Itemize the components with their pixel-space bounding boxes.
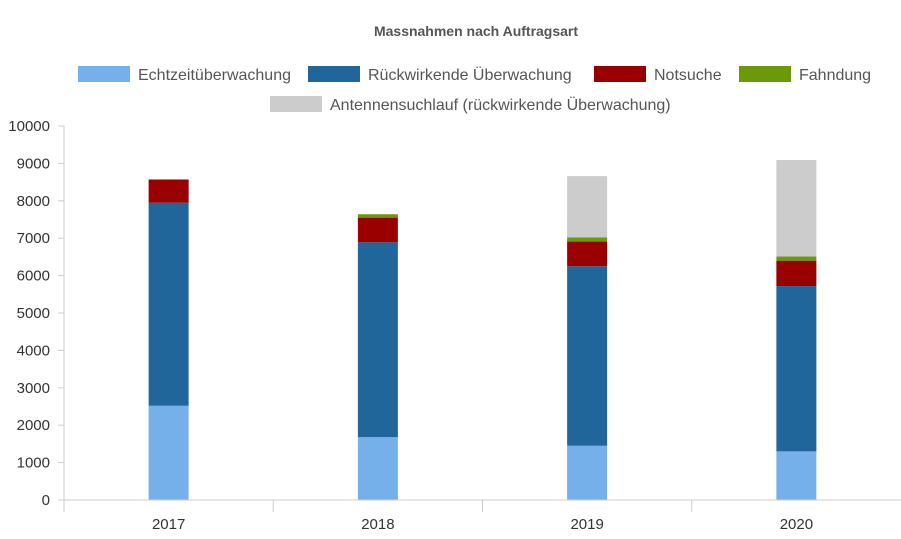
bar-segment[interactable] — [567, 176, 608, 238]
legend-label: Rückwirkende Überwachung — [368, 66, 572, 84]
y-axis: 0 1000 2000 3000 4000 5000 6000 7000 8000 9000 100… — [8, 118, 65, 512]
legend-swatch — [739, 66, 791, 82]
y-tick-label: 6000 — [17, 268, 50, 285]
legend-label: Fahndung — [799, 67, 871, 84]
legend-item[interactable]: Antennensuchlauf (rückwirkende Überwachu… — [270, 96, 671, 114]
y-tick-label: 9000 — [17, 155, 50, 172]
legend-item[interactable]: Echtzeitüberwachung — [78, 66, 291, 84]
bar-segment[interactable] — [567, 241, 608, 267]
bar-segment[interactable] — [776, 451, 817, 500]
y-tick-label: 8000 — [17, 193, 50, 210]
bar-segment[interactable] — [776, 286, 817, 452]
legend-swatch — [308, 66, 360, 82]
bar-segment[interactable] — [148, 179, 189, 203]
bar-segment[interactable] — [567, 237, 608, 242]
x-tick-label: 2020 — [780, 516, 813, 533]
legend: Echtzeitüberwachung Rückwirkende Überwach… — [78, 66, 871, 114]
bar-segment[interactable] — [357, 437, 398, 500]
bar-segment[interactable] — [776, 256, 817, 261]
bar-segment[interactable] — [148, 405, 189, 500]
bar-segment[interactable] — [148, 202, 189, 406]
legend-swatch — [594, 66, 646, 82]
x-tick-label: 2018 — [361, 516, 394, 533]
bar-stack — [776, 160, 817, 500]
legend-item[interactable]: Notsuche — [594, 66, 722, 84]
bars — [148, 160, 817, 500]
bar-segment[interactable] — [567, 445, 608, 500]
y-tick-label: 0 — [42, 492, 50, 509]
x-tick-label: 2019 — [570, 516, 603, 533]
bar-stack — [148, 179, 189, 500]
legend-label: Notsuche — [654, 67, 722, 84]
bar-segment[interactable] — [776, 260, 817, 287]
bar-stack — [357, 214, 398, 500]
bar-segment[interactable] — [357, 217, 398, 243]
y-tick-label: 10000 — [8, 118, 50, 135]
y-tick-label: 7000 — [17, 230, 50, 247]
bar-segment[interactable] — [776, 160, 817, 257]
legend-item[interactable]: Rückwirkende Überwachung — [308, 66, 572, 84]
y-tick-label: 3000 — [17, 380, 50, 397]
legend-swatch — [270, 96, 322, 112]
y-tick-label: 1000 — [17, 455, 50, 472]
y-tick-label: 4000 — [17, 342, 50, 359]
y-tick-label: 2000 — [17, 417, 50, 434]
bar-segment[interactable] — [357, 214, 398, 218]
bar-segment[interactable] — [567, 266, 608, 446]
x-tick-label: 2017 — [152, 516, 185, 533]
chart-title: Massnahmen nach Auftragsart — [374, 23, 578, 39]
y-tick-label: 5000 — [17, 305, 50, 322]
bar-segment[interactable] — [357, 242, 398, 438]
legend-label: Antennensuchlauf (rückwirkende Überwachu… — [330, 96, 671, 114]
bar-stack — [567, 176, 608, 500]
legend-swatch — [78, 66, 130, 82]
legend-label: Echtzeitüberwachung — [138, 67, 291, 84]
x-axis: 2017 2018 2019 2020 — [64, 499, 901, 533]
legend-item[interactable]: Fahndung — [739, 66, 871, 84]
